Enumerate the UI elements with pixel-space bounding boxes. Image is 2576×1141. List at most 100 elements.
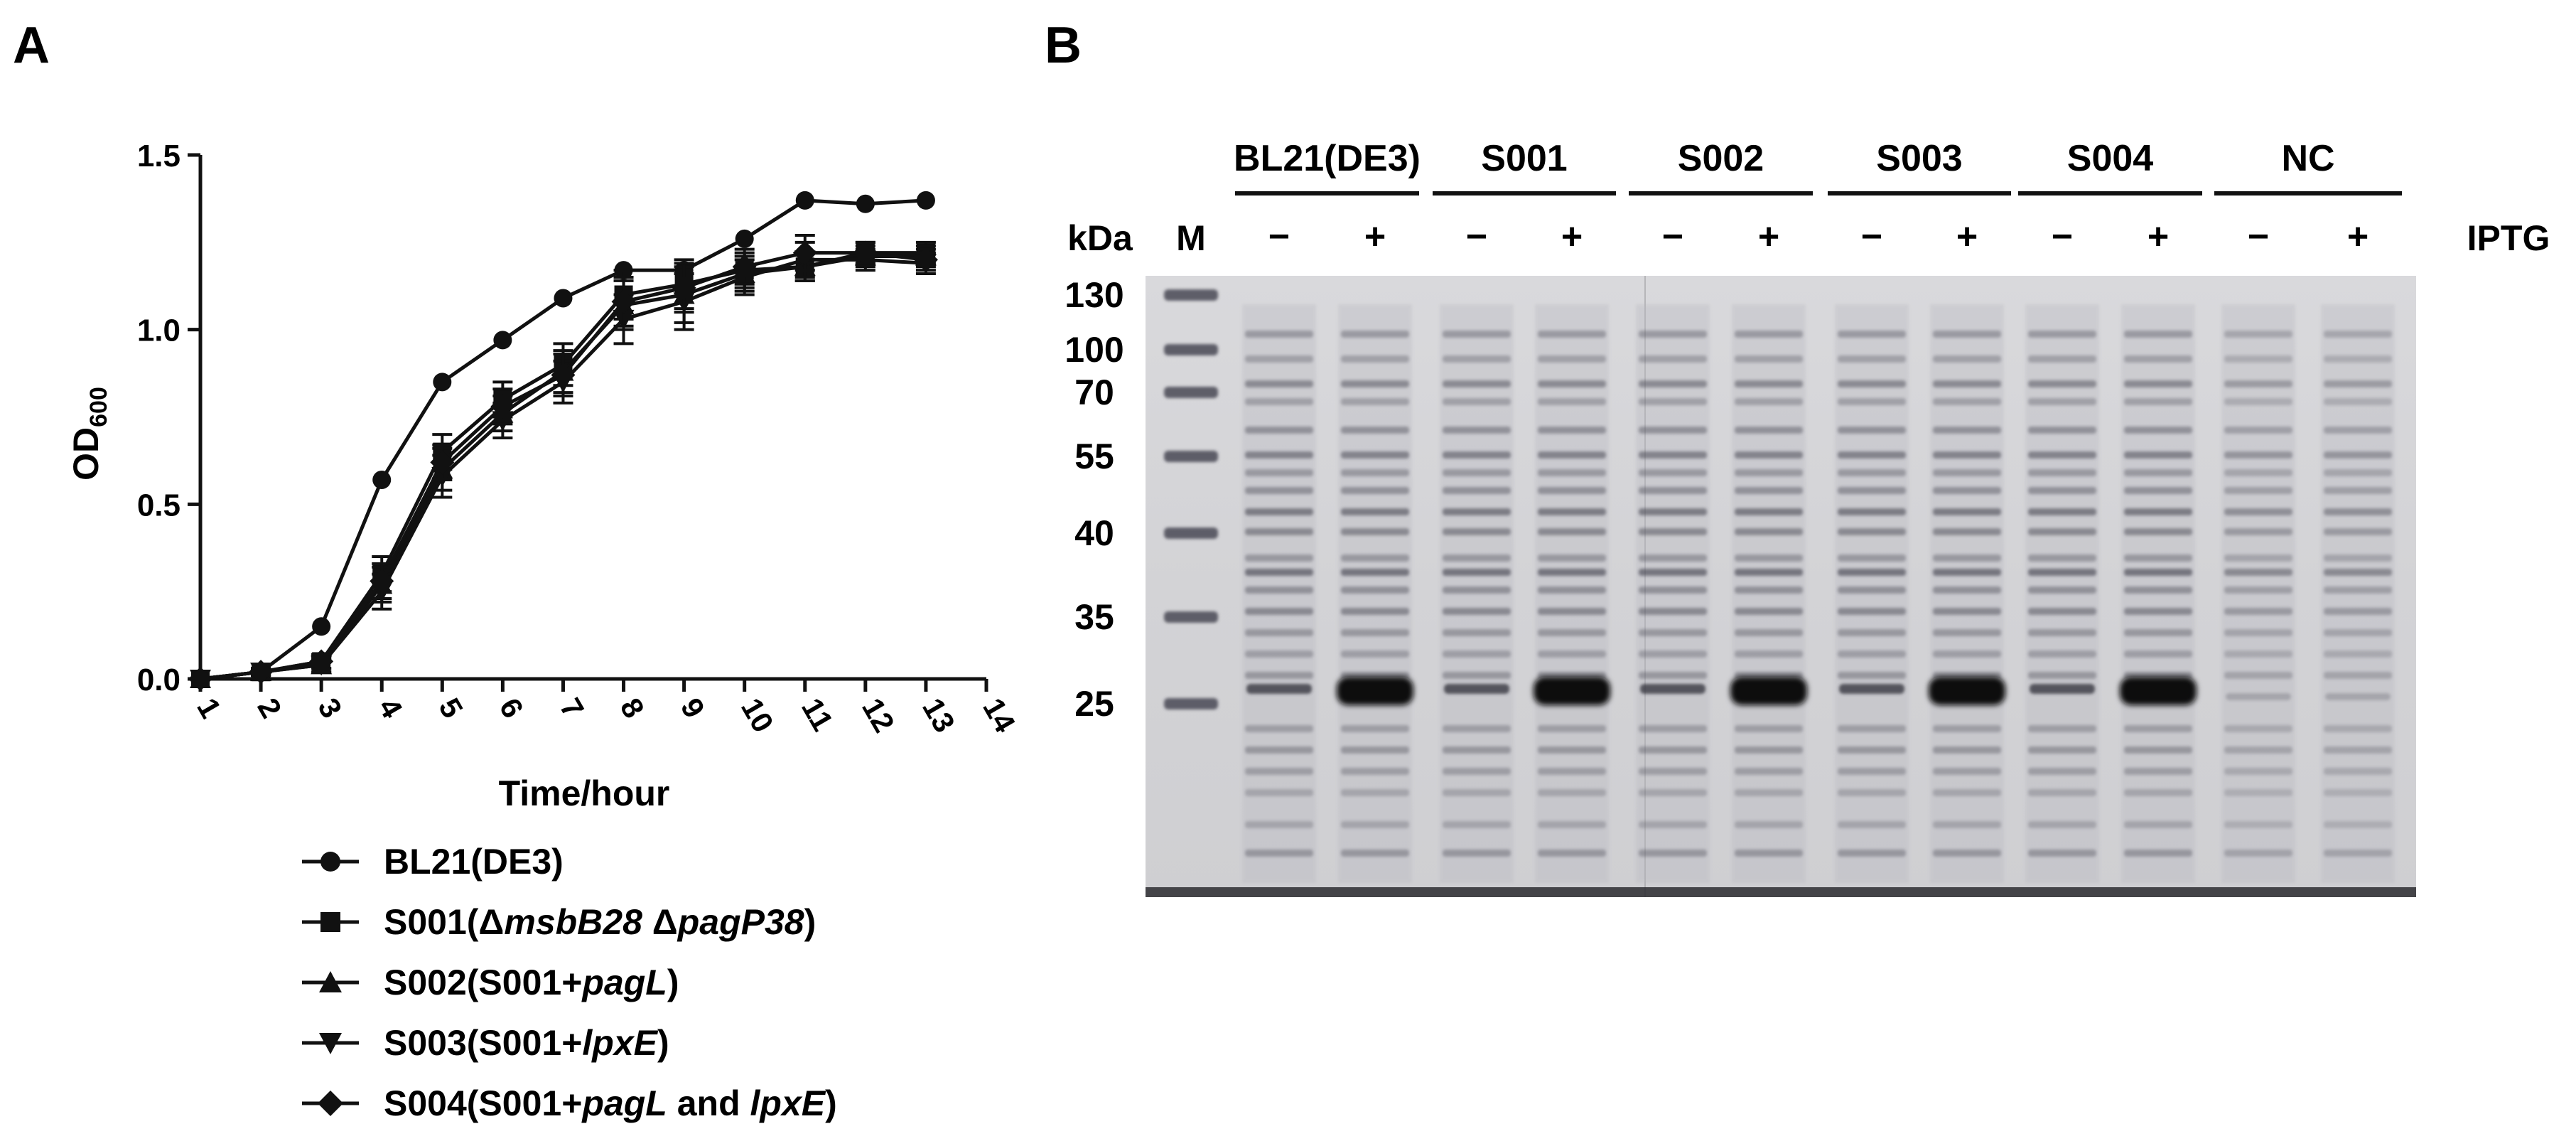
protein-band (2028, 380, 2096, 387)
protein-band (2124, 528, 2192, 535)
series-line (200, 251, 926, 681)
protein-band (1639, 725, 1707, 732)
protein-band (1639, 789, 1707, 796)
data-point (433, 373, 452, 392)
kda-label: kDa (1067, 218, 1133, 258)
x-tick-label: 12 (856, 692, 901, 738)
protein-band (1933, 629, 2001, 636)
legend-label: S004(S001+pagL and lpxE) (384, 1083, 837, 1123)
x-tick-label: 4 (372, 692, 409, 724)
protein-band (2124, 331, 2192, 338)
protein-band (1443, 528, 1511, 535)
legend-label-part: ) (804, 902, 817, 942)
protein-band (2124, 650, 2192, 658)
data-point (309, 649, 334, 674)
protein-band (1838, 528, 1906, 535)
x-tick-label: 3 (311, 692, 348, 724)
protein-band (1838, 569, 1906, 576)
protein-band (2124, 586, 2192, 594)
protein-band (2324, 672, 2392, 679)
protein-band (2324, 650, 2392, 658)
legend-entry-3: S002(S001+pagL) (302, 963, 679, 1002)
iptg-minus: − (1268, 216, 1290, 257)
protein-band (1838, 469, 1906, 476)
protein-band (1933, 398, 2001, 405)
iptg-minus: − (1861, 216, 1882, 257)
legend-label-part: Δ (642, 902, 678, 942)
protein-band (2028, 508, 2096, 515)
protein-band (2324, 555, 2392, 562)
protein-band (1838, 746, 1906, 754)
protein-band (1735, 427, 1803, 434)
legend-label-part: S001(Δ (384, 902, 504, 942)
dye-front (1146, 887, 2416, 897)
protein-band (1735, 608, 1803, 615)
protein-band (1341, 608, 1409, 615)
protein-band (2028, 821, 2096, 828)
protein-band (2124, 451, 2192, 459)
protein-band (1443, 850, 1511, 857)
protein-band (1735, 850, 1803, 857)
protein-band (1933, 850, 2001, 857)
protein-band (1443, 451, 1511, 459)
marker-size-label: 70 (1074, 373, 1114, 412)
protein-band (1341, 629, 1409, 636)
protein-band (2224, 725, 2292, 732)
protein-band (1538, 725, 1606, 732)
marker-lane (1164, 289, 1218, 709)
protein-band (1933, 355, 2001, 363)
protein-band (2028, 487, 2096, 494)
protein-band (1639, 331, 1707, 338)
protein-band (2028, 672, 2096, 679)
protein-band (1341, 768, 1409, 775)
protein-band (1933, 487, 2001, 494)
data-point (735, 229, 754, 248)
data-point (792, 240, 817, 265)
strain-label: S003 (1876, 138, 1962, 179)
legend-label-part: S004(S001+ (384, 1083, 582, 1123)
protein-band (1341, 508, 1409, 515)
protein-band (2028, 629, 2096, 636)
strain-label: S001 (1481, 138, 1567, 179)
protein-band (1838, 672, 1906, 679)
protein-band (2224, 650, 2292, 658)
protein-band (1838, 398, 1906, 405)
protein-band (2324, 789, 2392, 796)
protein-band (1538, 569, 1606, 576)
gel-lane (1730, 304, 1807, 883)
iptg-label: IPTG (2467, 218, 2550, 258)
protein-band (1639, 427, 1707, 434)
protein-band (1933, 746, 2001, 754)
protein-band (1538, 629, 1606, 636)
protein-band (2124, 821, 2192, 828)
target-band (2030, 684, 2095, 694)
protein-band (1538, 398, 1606, 405)
overexpressed-band (2120, 677, 2197, 705)
protein-band (1838, 555, 1906, 562)
protein-band (2324, 380, 2392, 387)
protein-band (1245, 451, 1313, 459)
legend-label: S002(S001+pagL) (384, 963, 679, 1002)
protein-band (1538, 746, 1606, 754)
protein-band (1341, 331, 1409, 338)
series-2 (191, 240, 936, 688)
protein-band (1639, 380, 1707, 387)
protein-band (2324, 629, 2392, 636)
data-point (372, 470, 392, 489)
series-layer (188, 191, 938, 691)
protein-band (2324, 821, 2392, 828)
protein-band (1341, 789, 1409, 796)
protein-band (1838, 725, 1906, 732)
x-axis-label: Time/hour (499, 773, 670, 813)
protein-band (1443, 768, 1511, 775)
protein-band (1245, 672, 1313, 679)
protein-band (1838, 629, 1906, 636)
protein-band (2224, 586, 2292, 594)
protein-band (2028, 569, 2096, 576)
protein-band (1639, 746, 1707, 754)
protein-band (2224, 672, 2292, 679)
protein-band (1639, 672, 1707, 679)
protein-band (1639, 821, 1707, 828)
legend-entry-4: S003(S001+lpxE) (302, 1023, 669, 1063)
marker-band (1164, 387, 1218, 398)
